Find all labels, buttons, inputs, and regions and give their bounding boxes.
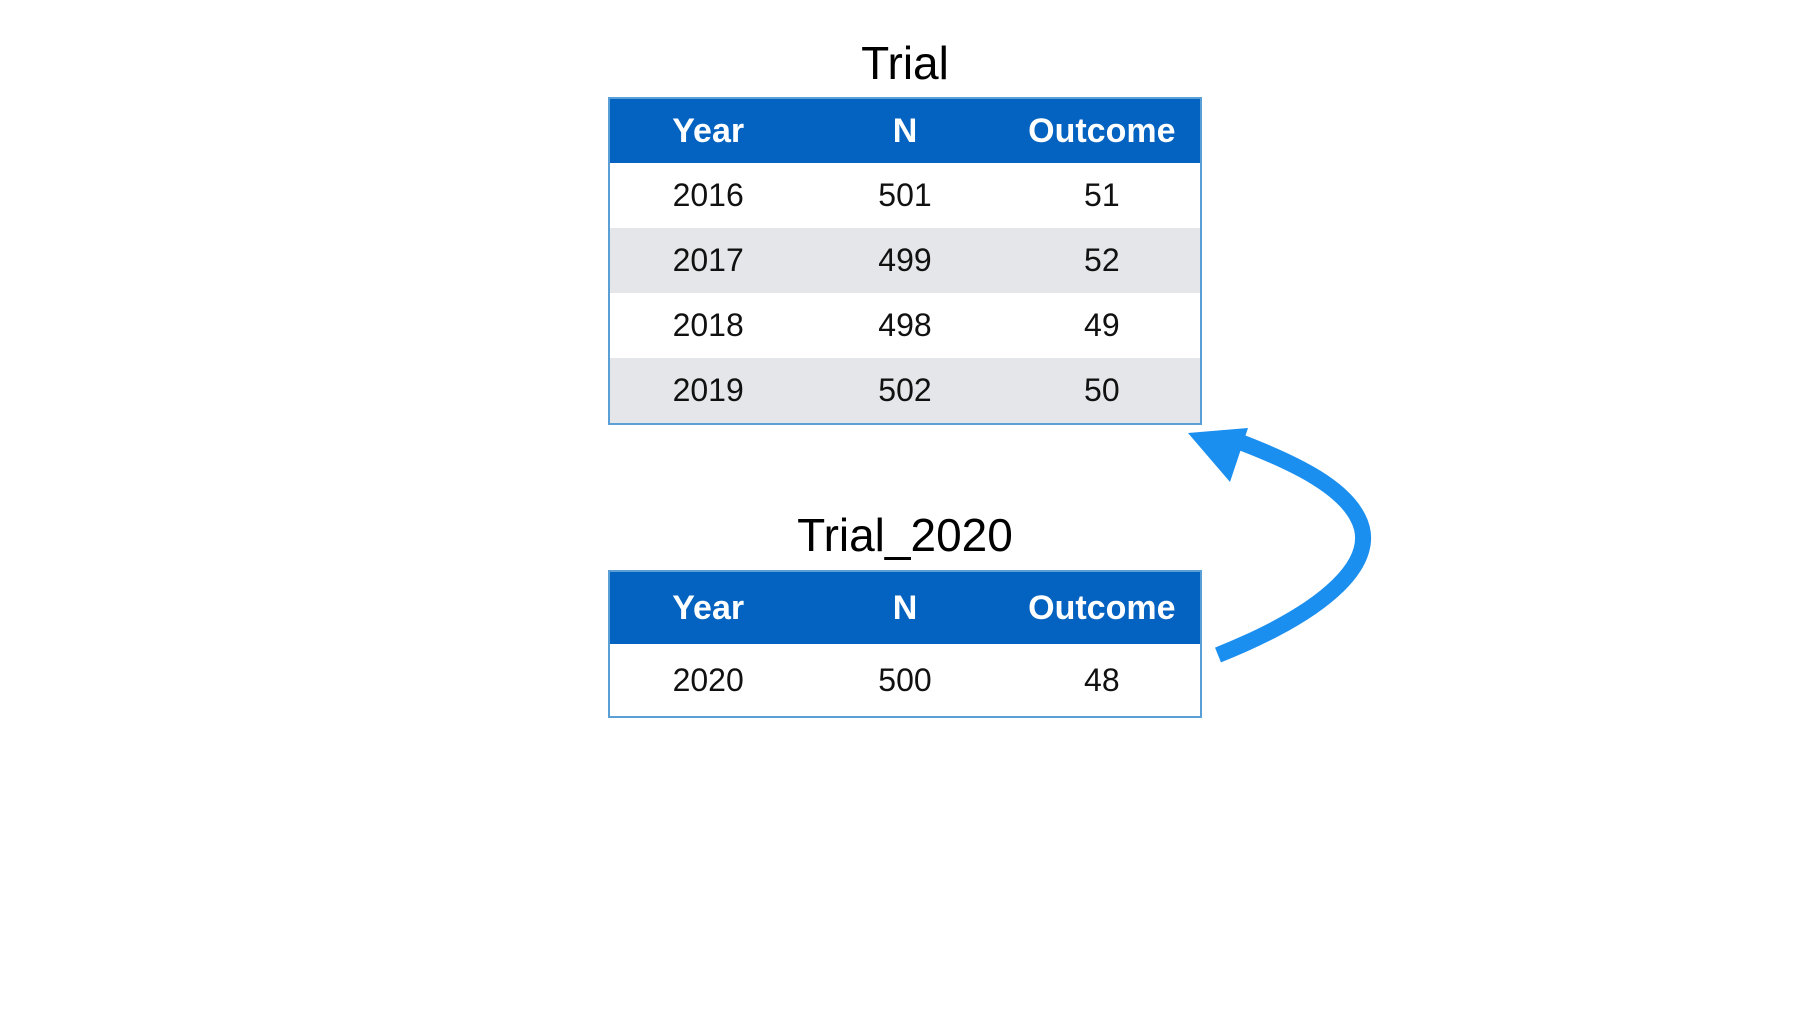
trial-table: Year N Outcome 2016 501 51 2017 499 52 2… xyxy=(608,97,1202,425)
column-header-n: N xyxy=(806,571,1004,644)
column-header-year: Year xyxy=(609,571,807,644)
cell-outcome: 49 xyxy=(1003,293,1201,358)
table-title-trial-2020: Trial_2020 xyxy=(797,509,1013,561)
table-row: 2019 502 50 xyxy=(609,358,1201,424)
cell-n: 502 xyxy=(806,358,1004,424)
arrow-shaft xyxy=(1215,434,1371,663)
cell-n: 499 xyxy=(806,228,1004,293)
table-header-row: Year N Outcome xyxy=(609,98,1201,163)
column-header-n: N xyxy=(806,98,1004,163)
column-header-outcome: Outcome xyxy=(1003,98,1201,163)
cell-year: 2020 xyxy=(609,644,807,717)
cell-n: 498 xyxy=(806,293,1004,358)
trial-2020-table: Year N Outcome 2020 500 48 xyxy=(608,570,1202,718)
table-header-row: Year N Outcome xyxy=(609,571,1201,644)
arrow-head xyxy=(1188,428,1248,482)
table-row: 2016 501 51 xyxy=(609,163,1201,228)
table-row: 2018 498 49 xyxy=(609,293,1201,358)
column-header-year: Year xyxy=(609,98,807,163)
cell-year: 2018 xyxy=(609,293,807,358)
cell-year: 2019 xyxy=(609,358,807,424)
table-row: 2020 500 48 xyxy=(609,644,1201,717)
cell-outcome: 48 xyxy=(1003,644,1201,717)
cell-year: 2017 xyxy=(609,228,807,293)
cell-n: 500 xyxy=(806,644,1004,717)
column-header-outcome: Outcome xyxy=(1003,571,1201,644)
cell-outcome: 52 xyxy=(1003,228,1201,293)
cell-year: 2016 xyxy=(609,163,807,228)
cell-outcome: 51 xyxy=(1003,163,1201,228)
cell-outcome: 50 xyxy=(1003,358,1201,424)
table-title-trial: Trial xyxy=(861,37,949,89)
cell-n: 501 xyxy=(806,163,1004,228)
table-row: 2017 499 52 xyxy=(609,228,1201,293)
